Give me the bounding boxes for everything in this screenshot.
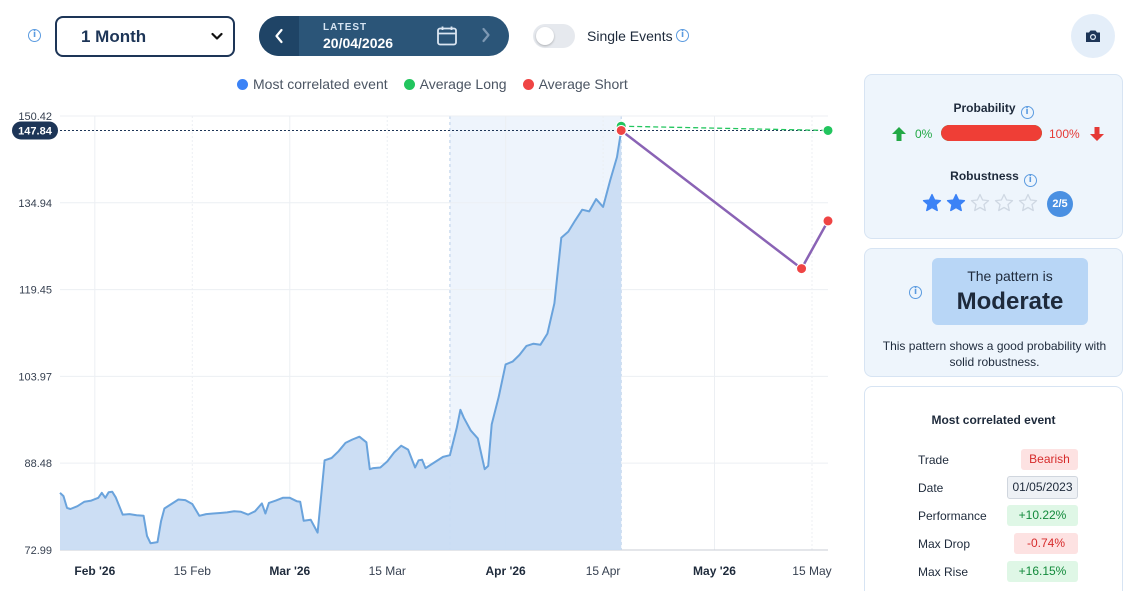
probability-long-value: 0% [915,127,933,141]
event-trade-label: Trade [918,453,949,467]
date-next-button[interactable] [481,27,491,43]
period-info-icon[interactable]: i [28,29,41,42]
event-title: Most correlated event [931,413,1056,427]
date-prev-button[interactable] [259,16,299,56]
event-trade-value: Bearish [1021,449,1078,470]
calendar-icon[interactable] [436,25,458,47]
y-tick-label: 103.97 [18,371,52,383]
event-max-rise-label: Max Rise [918,565,969,579]
y-tick-label: 88.48 [24,458,52,470]
robustness-info-icon[interactable]: i [1023,174,1037,187]
series-line-most-correlated [59,130,623,545]
legend-item-average-long[interactable]: Average Long [403,76,507,92]
legend-dot [522,78,534,90]
single-events-info-icon[interactable]: i [676,29,689,42]
screenshot-button[interactable] [1071,14,1115,58]
x-tick-label: 15 May [792,564,831,578]
robustness-title-text: Robustness [950,169,1019,183]
probability-panel: Probability i 0% 100% Robustness i 2/5 [864,74,1123,239]
probability-info-icon[interactable]: i [1020,106,1034,119]
x-tick-label: Apr '26 [486,564,527,578]
y-tick-label: 134.94 [18,198,52,210]
star-empty-icon [1018,193,1038,212]
chart-legend: Most correlated event Average Long Avera… [237,76,628,92]
x-tick-label: 15 Apr [586,564,621,578]
x-tick-label: 15 Mar [369,564,406,578]
event-date-label: Date [918,481,944,495]
y-tick-label: 119.45 [19,285,52,297]
legend-label: Average Long [419,76,507,92]
legend-dot [403,78,415,90]
robustness-stars [922,193,1038,213]
most-correlated-event-panel: Most correlated event Trade Bearish Date… [864,386,1123,591]
average-short-line [620,129,830,270]
pattern-description: This pattern shows a good probability wi… [882,339,1107,369]
average-short-point [822,215,834,227]
date-value[interactable]: 20/04/2026 [323,35,394,51]
series-area-most-correlated [60,130,622,550]
legend-dot [237,78,248,90]
price-chart: 150.42 134.94 119.45 103.97 88.48 72.99 Feb '2… [12,111,834,578]
x-tick-label: Mar '26 [269,564,310,578]
pattern-info-icon[interactable]: i [909,286,922,299]
period-select[interactable]: 1 Month [55,16,235,57]
camera-icon [1086,30,1100,42]
event-performance-label: Performance [918,509,987,523]
probability-bar [941,125,1042,141]
pattern-level: Moderate [956,288,1064,315]
legend-label: Most correlated event [253,76,388,92]
pattern-panel: i The pattern is Moderate This pattern s… [864,248,1123,377]
legend-item-average-short[interactable]: Average Short [522,76,628,92]
average-long-point [822,124,834,136]
average-short-point [615,124,627,136]
period-select-value: 1 Month [81,26,147,46]
star-filled-icon [946,193,966,212]
star-empty-icon [994,193,1014,212]
y-tick-label: 72.99 [24,545,52,557]
average-short-point [796,263,808,275]
probability-title-text: Probability [953,101,1016,115]
current-value-label: 147.84 [18,125,53,137]
robustness-title: Robustness i [865,169,1122,187]
date-navigator: LATEST 20/04/2026 [259,16,509,56]
pattern-prefix: The pattern is [967,268,1053,284]
chevron-down-icon [211,32,223,40]
star-empty-icon [970,193,990,212]
y-tick-label: 150.42 [18,111,52,123]
event-max-drop-label: Max Drop [918,537,971,551]
current-value-badge [12,121,58,140]
arrow-down-icon [1090,127,1104,141]
single-events-label: Single Events [587,28,673,44]
x-tick-label: May '26 [693,564,736,578]
legend-item-most-correlated[interactable]: Most correlated event [237,76,388,92]
arrow-up-icon [892,127,906,141]
event-date-value: 01/05/2023 [1007,476,1078,499]
chevron-left-icon [275,28,283,44]
toggle-knob [536,27,554,45]
average-long-line [621,125,829,132]
date-latest-label: LATEST [323,22,368,33]
probability-title: Probability i [865,101,1122,119]
probability-bar-short-fill [941,125,1042,141]
legend-label: Average Short [538,76,628,92]
pattern-box: The pattern is Moderate [932,258,1088,325]
x-tick-label: Feb '26 [74,564,115,578]
probability-short-value: 100% [1049,127,1080,141]
event-max-rise-value: +16.15% [1007,561,1078,582]
event-max-drop-value: -0.74% [1014,533,1078,554]
event-performance-value: +10.22% [1007,505,1078,526]
single-events-toggle[interactable] [533,24,575,48]
star-filled-icon [922,193,942,212]
robustness-badge: 2/5 [1047,191,1073,217]
x-tick-label: 15 Feb [174,564,212,578]
